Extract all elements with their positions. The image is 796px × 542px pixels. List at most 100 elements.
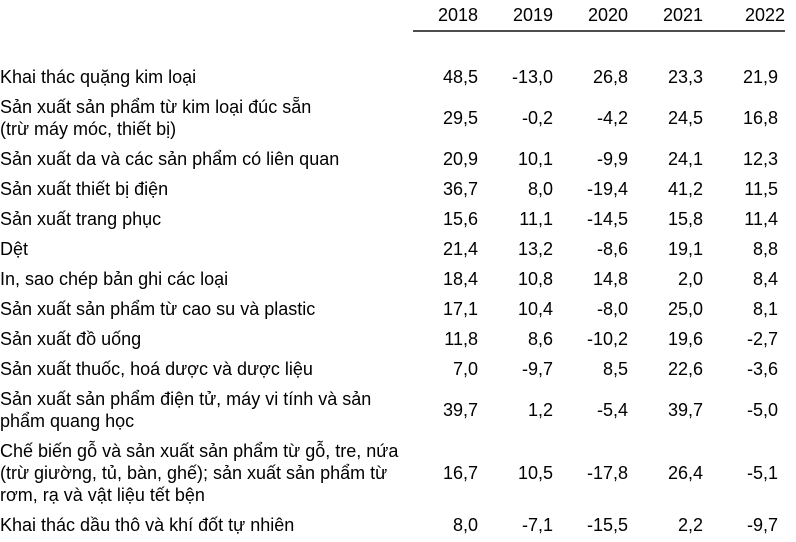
cell-value: -15,5 <box>586 515 628 535</box>
cell-value: 24,1 <box>667 149 703 169</box>
cell-value: 8,4 <box>752 269 778 289</box>
cell-value: 18,4 <box>442 269 478 289</box>
header-row: 2018 2019 2020 2021 2022 <box>0 0 785 32</box>
cell-value: -8,6 <box>596 239 628 259</box>
table-row: Dệt 21,4 13,2 -8,6 19,1 8,8 <box>0 234 785 264</box>
cell-value: 11,8 <box>444 329 478 349</box>
row-label: Sản xuất đồ uống <box>0 329 142 349</box>
cell-value: -14,5 <box>586 209 628 229</box>
cell-value: -3,6 <box>746 359 778 379</box>
cell-value: 15,6 <box>442 209 478 229</box>
table-row: Sản xuất sản phẩm điện tử, máy vi tính v… <box>0 384 785 436</box>
row-label: Khai thác quặng kim loại <box>0 67 197 87</box>
cell-value: 39,7 <box>667 400 703 420</box>
cell-value: 16,7 <box>442 463 478 483</box>
cell-value: -9,7 <box>746 515 778 535</box>
row-label: Dệt <box>0 239 29 259</box>
cell-value: 24,5 <box>667 108 703 128</box>
cell-value: 25,0 <box>667 299 703 319</box>
cell-value: 10,1 <box>517 149 553 169</box>
table-row: Sản xuất thuốc, hoá dược và dược liệu 7,… <box>0 354 785 384</box>
cell-value: -10,2 <box>586 329 628 349</box>
header-label-column <box>0 0 413 31</box>
cell-value: 8,8 <box>752 239 778 259</box>
cell-value: 7,0 <box>452 359 478 379</box>
cell-value: 16,8 <box>742 108 778 128</box>
table-row: Sản xuất thiết bị điện 36,7 8,0 -19,4 41… <box>0 174 785 204</box>
cell-value: 11,4 <box>744 209 778 229</box>
table-row: Khai thác dầu thô và khí đốt tự nhiên 8,… <box>0 510 785 540</box>
cell-value: 21,4 <box>442 239 478 259</box>
cell-value: 41,2 <box>667 179 703 199</box>
table-header: 2018 2019 2020 2021 2022 <box>0 0 785 32</box>
cell-value: 14,8 <box>592 269 628 289</box>
row-label: Sản xuất sản phẩm từ kim loại đúc sẵn (t… <box>0 97 312 139</box>
cell-value: -5,0 <box>746 400 778 420</box>
cell-value: 8,6 <box>527 329 553 349</box>
table-row: Sản xuất da và các sản phẩm có liên quan… <box>0 144 785 174</box>
cell-value: 48,5 <box>442 67 478 87</box>
table-row: Chế biến gỗ và sản xuất sản phẩm từ gỗ, … <box>0 436 785 510</box>
cell-value: -4,2 <box>596 108 628 128</box>
table-row: Sản xuất trang phục 15,6 11,1 -14,5 15,8… <box>0 204 785 234</box>
cell-value: 12,3 <box>742 149 778 169</box>
cell-value: -8,0 <box>596 299 628 319</box>
cell-value: 17,1 <box>442 299 478 319</box>
table-body: Khai thác quặng kim loại 48,5 -13,0 26,8… <box>0 31 785 540</box>
header-year-2022: 2022 <box>703 0 785 32</box>
row-label: Sản xuất sản phẩm từ cao su và plastic <box>0 299 316 319</box>
cell-value: 19,1 <box>667 239 703 259</box>
cell-value: 10,5 <box>517 463 553 483</box>
cell-value: -13,0 <box>511 67 553 87</box>
cell-value: 13,2 <box>517 239 553 259</box>
table-row: Sản xuất đồ uống 11,8 8,6 -10,2 19,6 -2,… <box>0 324 785 354</box>
cell-value: 20,9 <box>442 149 478 169</box>
header-year-2021: 2021 <box>628 0 703 32</box>
row-label: Sản xuất da và các sản phẩm có liên quan <box>0 149 340 169</box>
cell-value: 22,6 <box>667 359 703 379</box>
cell-value: 19,6 <box>667 329 703 349</box>
row-label: In, sao chép bản ghi các loại <box>0 269 229 289</box>
table-row: Sản xuất sản phẩm từ kim loại đúc sẵn (t… <box>0 92 785 144</box>
cell-value: -5,1 <box>746 463 778 483</box>
row-label: Chế biến gỗ và sản xuất sản phẩm từ gỗ, … <box>0 441 399 505</box>
cell-value: 26,8 <box>592 67 628 87</box>
cell-value: 23,3 <box>667 67 703 87</box>
cell-value: -2,7 <box>746 329 778 349</box>
cell-value: 39,7 <box>442 400 478 420</box>
row-label: Sản xuất trang phục <box>0 209 162 229</box>
row-label: Sản xuất thiết bị điện <box>0 179 169 199</box>
cell-value: 1,2 <box>527 400 553 420</box>
cell-value: 11,1 <box>519 209 553 229</box>
cell-value: 15,8 <box>667 209 703 229</box>
header-year-2020: 2020 <box>553 0 628 32</box>
cell-value: 2,0 <box>677 269 703 289</box>
row-label: Sản xuất sản phẩm điện tử, máy vi tính v… <box>0 389 372 431</box>
cell-value: -19,4 <box>586 179 628 199</box>
cell-value: 8,0 <box>527 179 553 199</box>
cell-value: 2,2 <box>677 515 703 535</box>
cell-value: 26,4 <box>667 463 703 483</box>
header-year-2018: 2018 <box>413 0 478 32</box>
cell-value: 8,1 <box>752 299 778 319</box>
cell-value: -17,8 <box>586 463 628 483</box>
cell-value: -5,4 <box>596 400 628 420</box>
header-year-2019: 2019 <box>478 0 553 32</box>
row-label: Khai thác dầu thô và khí đốt tự nhiên <box>0 515 295 535</box>
table-row: Khai thác quặng kim loại 48,5 -13,0 26,8… <box>0 62 785 92</box>
cell-value: 11,5 <box>744 179 778 199</box>
table-row: Sản xuất sản phẩm từ cao su và plastic 1… <box>0 294 785 324</box>
cell-value: -9,9 <box>596 149 628 169</box>
header-spacer <box>0 31 785 62</box>
cell-value: 29,5 <box>442 108 478 128</box>
cell-value: 36,7 <box>442 179 478 199</box>
cell-value: -7,1 <box>521 515 553 535</box>
cell-value: -9,7 <box>521 359 553 379</box>
table-row: In, sao chép bản ghi các loại 18,4 10,8 … <box>0 264 785 294</box>
cell-value: 10,8 <box>517 269 553 289</box>
cell-value: -0,2 <box>521 108 553 128</box>
cell-value: 21,9 <box>742 67 778 87</box>
cell-value: 10,4 <box>517 299 553 319</box>
